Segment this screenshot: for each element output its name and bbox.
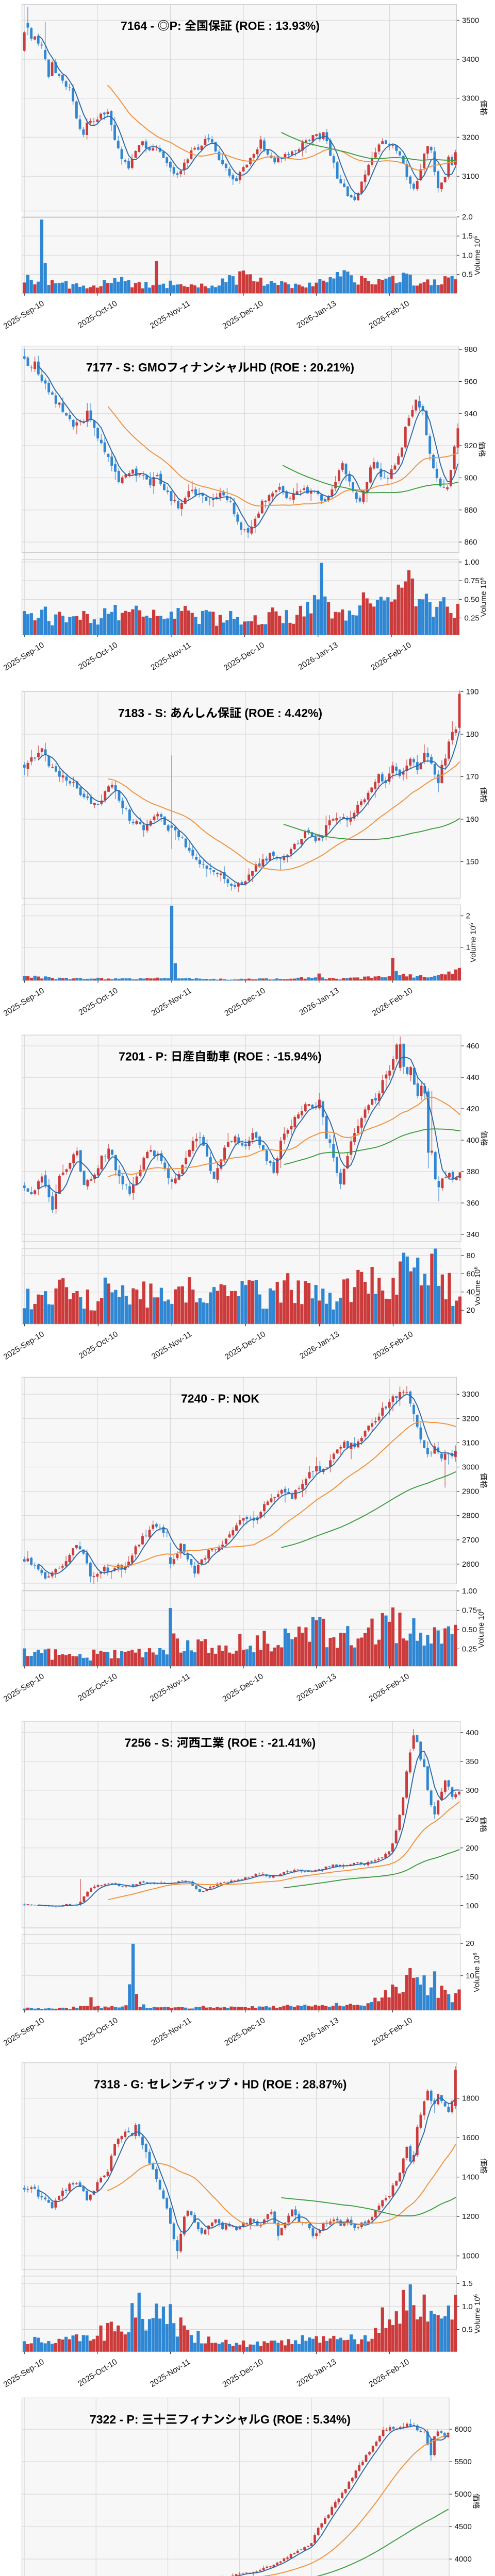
svg-text:100: 100 <box>466 1902 478 1910</box>
svg-text:Volume 106: Volume 106 <box>469 923 477 962</box>
svg-text:0.75: 0.75 <box>465 577 480 585</box>
svg-text:1: 1 <box>466 943 470 952</box>
svg-text:0.25: 0.25 <box>465 614 480 623</box>
svg-text:40: 40 <box>467 1288 475 1297</box>
svg-text:7164 -: 7164 - <box>121 19 158 32</box>
svg-text:1400: 1400 <box>462 2173 479 2182</box>
svg-text:150: 150 <box>466 1873 478 1882</box>
svg-text:250: 250 <box>466 1815 478 1824</box>
svg-text:0.75: 0.75 <box>462 1606 477 1615</box>
svg-text:5500: 5500 <box>455 2458 472 2466</box>
svg-text:940: 940 <box>465 410 477 418</box>
svg-text:HD (ROE : 20.21%): HD (ROE : 20.21%) <box>250 361 354 374</box>
svg-text:0.5: 0.5 <box>462 2325 473 2334</box>
svg-text:1600: 1600 <box>462 2133 479 2142</box>
svg-text:Volume 106: Volume 106 <box>473 1266 482 1306</box>
svg-text:980: 980 <box>465 345 477 354</box>
svg-text:Volume 106: Volume 106 <box>473 1953 482 1992</box>
svg-text:80: 80 <box>467 1251 475 1260</box>
svg-text:60: 60 <box>467 1269 475 1278</box>
svg-text:(ROE : -21.41%): (ROE : -21.41%) <box>224 1736 316 1750</box>
svg-text:Volume 106: Volume 106 <box>473 235 482 275</box>
svg-text:2800: 2800 <box>462 1512 479 1520</box>
svg-text:460: 460 <box>467 1042 480 1050</box>
svg-text:170: 170 <box>466 773 479 782</box>
svg-text:3100: 3100 <box>462 172 479 181</box>
svg-text:1.00: 1.00 <box>465 558 480 567</box>
svg-text:3300: 3300 <box>462 1390 479 1399</box>
svg-text:G (ROE : 5.34%): G (ROE : 5.34%) <box>260 2413 351 2426</box>
svg-text:1.00: 1.00 <box>462 1587 477 1596</box>
svg-text:P:: P: <box>170 19 185 32</box>
svg-text:150: 150 <box>466 858 479 867</box>
svg-text:20: 20 <box>467 1306 475 1315</box>
svg-text:1.0: 1.0 <box>462 2302 473 2311</box>
svg-text:200: 200 <box>466 1844 478 1853</box>
svg-text:2600: 2600 <box>462 1560 479 1569</box>
svg-text:7256 - S:: 7256 - S: <box>125 1736 177 1750</box>
svg-text:900: 900 <box>465 474 477 483</box>
svg-text:960: 960 <box>465 377 477 386</box>
svg-text:860: 860 <box>465 538 477 547</box>
svg-text:4000: 4000 <box>455 2555 472 2564</box>
svg-text:3100: 3100 <box>462 1438 479 1447</box>
svg-text:0.25: 0.25 <box>462 1645 477 1654</box>
svg-text:Volume 106: Volume 106 <box>480 577 488 617</box>
svg-text:2900: 2900 <box>462 1487 479 1496</box>
svg-text:1.5: 1.5 <box>462 232 473 241</box>
svg-text:160: 160 <box>466 815 479 824</box>
svg-text:190: 190 <box>466 688 479 697</box>
svg-text:920: 920 <box>465 442 477 450</box>
svg-text:4500: 4500 <box>455 2522 472 2531</box>
svg-text:Volume 106: Volume 106 <box>477 1608 486 1648</box>
svg-text:3400: 3400 <box>462 55 479 64</box>
svg-text:2.0: 2.0 <box>462 213 473 222</box>
svg-text:300: 300 <box>466 1786 478 1795</box>
svg-text:7177 - S: GMO: 7177 - S: GMO <box>86 361 167 374</box>
svg-text:5000: 5000 <box>455 2490 472 2499</box>
svg-text:3200: 3200 <box>462 1414 479 1423</box>
svg-text:7201 - P:: 7201 - P: <box>119 1050 171 1063</box>
svg-text:3300: 3300 <box>462 94 479 103</box>
svg-text:6000: 6000 <box>455 2425 472 2434</box>
svg-text:0.50: 0.50 <box>465 595 480 604</box>
svg-text:HD (ROE : 28.87%): HD (ROE : 28.87%) <box>242 2077 346 2091</box>
svg-text:420: 420 <box>467 1105 480 1113</box>
svg-text:340: 340 <box>467 1230 480 1239</box>
svg-text:(ROE : 13.93%): (ROE : 13.93%) <box>232 19 320 32</box>
svg-text:400: 400 <box>466 1728 478 1737</box>
svg-text:0.50: 0.50 <box>462 1625 477 1634</box>
svg-text:2: 2 <box>466 912 470 921</box>
svg-text:180: 180 <box>466 730 479 739</box>
svg-text:20: 20 <box>466 1939 474 1948</box>
svg-text:440: 440 <box>467 1073 480 1082</box>
svg-text:(ROE : -15.94%): (ROE : -15.94%) <box>230 1050 322 1063</box>
svg-text:0.5: 0.5 <box>462 270 473 279</box>
svg-text:3200: 3200 <box>462 133 479 142</box>
svg-text:7318 - G:: 7318 - G: <box>94 2077 147 2091</box>
svg-text:3000: 3000 <box>462 1463 479 1472</box>
svg-text:10: 10 <box>466 1972 474 1980</box>
svg-text:1000: 1000 <box>462 2252 479 2261</box>
svg-text:1.0: 1.0 <box>462 251 473 260</box>
svg-text:7322 - P:: 7322 - P: <box>90 2413 142 2426</box>
svg-text:1200: 1200 <box>462 2212 479 2221</box>
svg-text:(ROE : 4.42%): (ROE : 4.42%) <box>241 706 322 720</box>
svg-text:880: 880 <box>465 506 477 515</box>
svg-text:Volume 106: Volume 106 <box>473 2294 482 2334</box>
svg-text:360: 360 <box>467 1199 480 1208</box>
svg-text:380: 380 <box>467 1167 480 1176</box>
svg-text:2700: 2700 <box>462 1536 479 1545</box>
svg-text:7183 - S:: 7183 - S: <box>118 706 170 720</box>
svg-text:3500: 3500 <box>462 16 479 25</box>
svg-text:1800: 1800 <box>462 2094 479 2103</box>
svg-text:7240 - P: NOK: 7240 - P: NOK <box>181 1392 259 1405</box>
svg-text:1.5: 1.5 <box>462 2279 473 2288</box>
svg-text:350: 350 <box>466 1757 478 1766</box>
svg-text:400: 400 <box>467 1136 480 1145</box>
